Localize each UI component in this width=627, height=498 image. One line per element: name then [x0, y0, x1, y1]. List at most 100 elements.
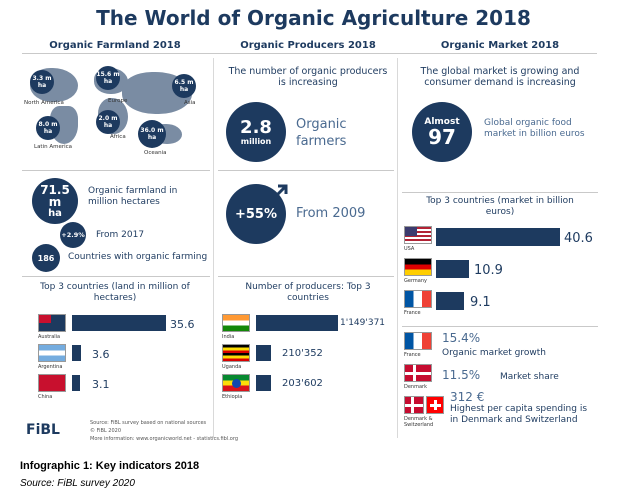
divider — [218, 170, 394, 171]
countries-value: 186 — [37, 253, 55, 263]
bar-australia — [72, 315, 166, 331]
value-india: 1'149'371 — [340, 318, 386, 328]
flag-denmark-icon — [404, 364, 432, 382]
caption-source: Source: FiBL survey 2020 — [20, 478, 135, 489]
bar-india — [256, 315, 338, 331]
divider — [402, 326, 598, 327]
market-share-label: Market share — [500, 372, 559, 382]
flag-denmark-icon — [404, 396, 424, 414]
per-capita-value: 312 € — [450, 390, 485, 404]
market-label: Global organic food market in billion eu… — [484, 118, 585, 139]
caption: Infographic 1: Key indicators 2018 — [20, 460, 200, 472]
country-label: Argentina — [38, 364, 63, 370]
region-label: Latin America — [34, 144, 73, 150]
farmland-area-unit: ha — [48, 207, 62, 219]
farmland-area-circle: 71.5 m ha — [32, 178, 78, 224]
producers-growth-value: +55% — [234, 206, 277, 222]
flag-china-icon — [38, 374, 66, 392]
country-label: Denmark & Switzerland — [404, 416, 434, 428]
producers-count-unit: million — [240, 136, 272, 146]
value-china: 3.1 — [92, 378, 110, 391]
badge-europe: 15.6 m ha — [96, 66, 120, 90]
bar-usa — [436, 228, 560, 246]
farmland-heading: Organic Farmland 2018 — [49, 40, 181, 51]
producers-growth-label: From 2009 — [296, 206, 366, 221]
producers-intro: The number of organic producers is incre… — [228, 66, 388, 88]
country-label: Uganda — [222, 364, 242, 370]
badge-oceania: 36.0 m ha — [138, 120, 166, 148]
countries-circle: 186 — [32, 244, 60, 272]
flag-usa-icon — [404, 226, 432, 244]
farmland-growth-circle: +2.9% — [60, 222, 86, 248]
farmland-area-label: Organic farmland in million hectares — [88, 186, 178, 207]
bar-argentina — [72, 345, 81, 361]
flag-india-icon — [222, 314, 250, 332]
bar-uganda — [256, 345, 271, 361]
flag-argentina-icon — [38, 344, 66, 362]
country-label: USA — [404, 246, 415, 252]
badge-north-america: 3.3 m ha — [30, 70, 54, 94]
market-intro: The global market is growing and consume… — [420, 66, 580, 88]
country-label: France — [404, 310, 421, 316]
value-uganda: 210'352 — [282, 348, 323, 359]
value-australia: 35.6 — [170, 318, 195, 331]
column-divider-right — [397, 58, 398, 438]
bar-ethiopia — [256, 375, 271, 391]
bar-france — [436, 292, 464, 310]
producers-circle: 2.8 million — [226, 102, 286, 162]
region-label: North America — [24, 100, 64, 106]
market-heading: Organic Market 2018 — [440, 40, 560, 51]
country-label: Ethiopia — [222, 394, 243, 400]
market-growth-value: 15.4% — [442, 331, 481, 345]
flag-ethiopia-icon — [222, 374, 250, 392]
producers-count-value: 2.8 — [240, 116, 272, 138]
divider — [218, 276, 394, 277]
trend-up-arrow-icon — [268, 184, 288, 204]
badge-africa: 2.0 m ha — [96, 110, 120, 134]
producers-heading: Organic Producers 2018 — [240, 40, 376, 51]
per-capita-label: Highest per capita spending is in Denmar… — [450, 404, 588, 425]
country-label: France — [404, 352, 421, 358]
region-label: Oceania — [144, 150, 167, 156]
market-circle: Almost 97 — [412, 102, 472, 162]
flag-france-icon — [404, 290, 432, 308]
flag-germany-icon — [404, 258, 432, 276]
page-title: The World of Organic Agriculture 2018 — [96, 6, 531, 30]
value-usa: 40.6 — [564, 231, 593, 246]
market-circle-top: Almost — [424, 117, 460, 127]
farmland-area-value: 71.5 m — [40, 182, 70, 209]
value-france: 9.1 — [470, 295, 491, 310]
farmland-growth-value: +2.9% — [61, 231, 85, 239]
region-label: Asia — [184, 100, 196, 106]
top-market-heading: Top 3 countries (market in billion euros… — [426, 196, 574, 217]
countries-label: Countries with organic farming — [68, 252, 208, 262]
flag-uganda-icon — [222, 344, 250, 362]
divider — [402, 192, 598, 193]
world-map: 3.3 m ha 15.6 m ha 6.5 m ha 8.0 m ha 2.0 m ha… — [22, 58, 210, 166]
country-label: Germany — [404, 278, 427, 284]
country-label: Denmark — [404, 384, 427, 390]
bar-germany — [436, 260, 469, 278]
region-label: Africa — [110, 134, 126, 140]
market-growth-label: Organic market growth — [442, 348, 546, 358]
country-label: China — [38, 394, 53, 400]
top-producers-heading: Number of producers: Top 3 countries — [245, 282, 371, 303]
value-ethiopia: 203'602 — [282, 378, 323, 389]
country-label: Australia — [38, 334, 61, 340]
column-divider-left — [213, 58, 214, 438]
value-argentina: 3.6 — [92, 348, 110, 361]
bar-china — [72, 375, 80, 391]
value-germany: 10.9 — [474, 263, 503, 278]
badge-latin-america: 8.0 m ha — [36, 116, 60, 140]
heading-divider — [22, 53, 597, 54]
divider — [22, 276, 210, 277]
market-value: 97 — [428, 125, 456, 149]
fibl-logo: FiBL — [26, 422, 60, 438]
source-note-3: More information: www.organicworld.net -… — [90, 436, 239, 442]
country-label: India — [222, 334, 235, 340]
flag-france-icon — [404, 332, 432, 350]
producers-count-label: Organic farmers — [296, 117, 347, 149]
farmland-growth-label: From 2017 — [96, 230, 145, 240]
region-label: Europe — [108, 98, 128, 104]
market-share-value: 11.5% — [442, 368, 481, 382]
